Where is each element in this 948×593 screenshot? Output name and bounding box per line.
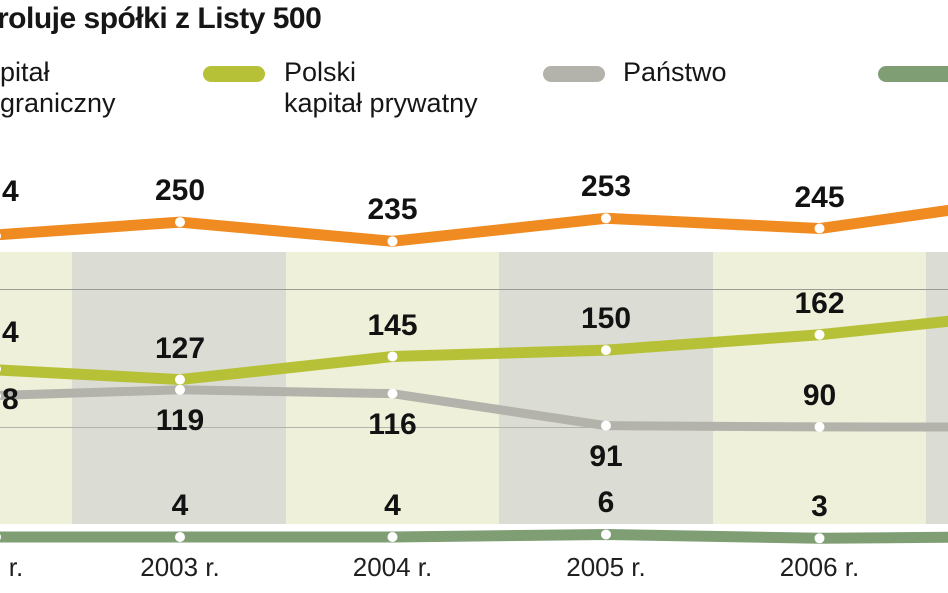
chart-band	[499, 252, 713, 524]
legend-label-line: Państwo	[623, 57, 727, 87]
chart-band	[0, 252, 72, 524]
data-point-dot	[387, 532, 398, 542]
series-line-0	[0, 204, 948, 247]
data-point-dot	[0, 393, 1, 399]
chart-title: roluje spółki z Listy 500	[0, 2, 322, 35]
legend-label-line: graniczny	[0, 88, 116, 118]
data-point-dot	[0, 233, 1, 239]
series-line-3	[0, 528, 948, 544]
legend-item-polish-private-capital: Polski kapitał prywatny	[284, 57, 478, 119]
legend-item-foreign-capital: pitał graniczny	[0, 57, 116, 119]
chart-band	[713, 252, 926, 524]
legend-label-line: pitał	[0, 57, 50, 87]
legend-swatch-fourth-series	[878, 66, 948, 82]
data-point-dot	[175, 217, 185, 228]
legend-item-state: Państwo	[623, 57, 727, 88]
data-point-dot	[387, 388, 398, 399]
data-point-dot	[387, 351, 398, 362]
data-point-dot	[601, 345, 611, 356]
data-point-dot	[814, 421, 825, 432]
data-point-dot	[175, 532, 185, 542]
data-point-dot	[0, 366, 1, 372]
legend-swatch-polish-private-capital	[203, 66, 265, 82]
series-line-1	[0, 315, 948, 386]
data-point-dot	[814, 329, 825, 340]
data-point-dot	[814, 533, 825, 544]
legend-label-line: kapitał prywatny	[284, 88, 478, 118]
data-point-dot	[814, 223, 825, 234]
legend-swatch-state	[543, 66, 605, 82]
data-point-dot	[601, 420, 611, 431]
data-point-dot	[601, 529, 611, 540]
data-point-dot	[0, 534, 1, 540]
data-point-dot	[387, 236, 398, 247]
data-point-dot	[601, 213, 611, 224]
gridline	[0, 427, 948, 428]
data-point-dot	[175, 384, 185, 395]
legend-label-line: Polski	[284, 57, 357, 87]
series-line-2	[0, 385, 948, 432]
data-point-dot	[175, 374, 185, 385]
gridline	[0, 289, 948, 290]
